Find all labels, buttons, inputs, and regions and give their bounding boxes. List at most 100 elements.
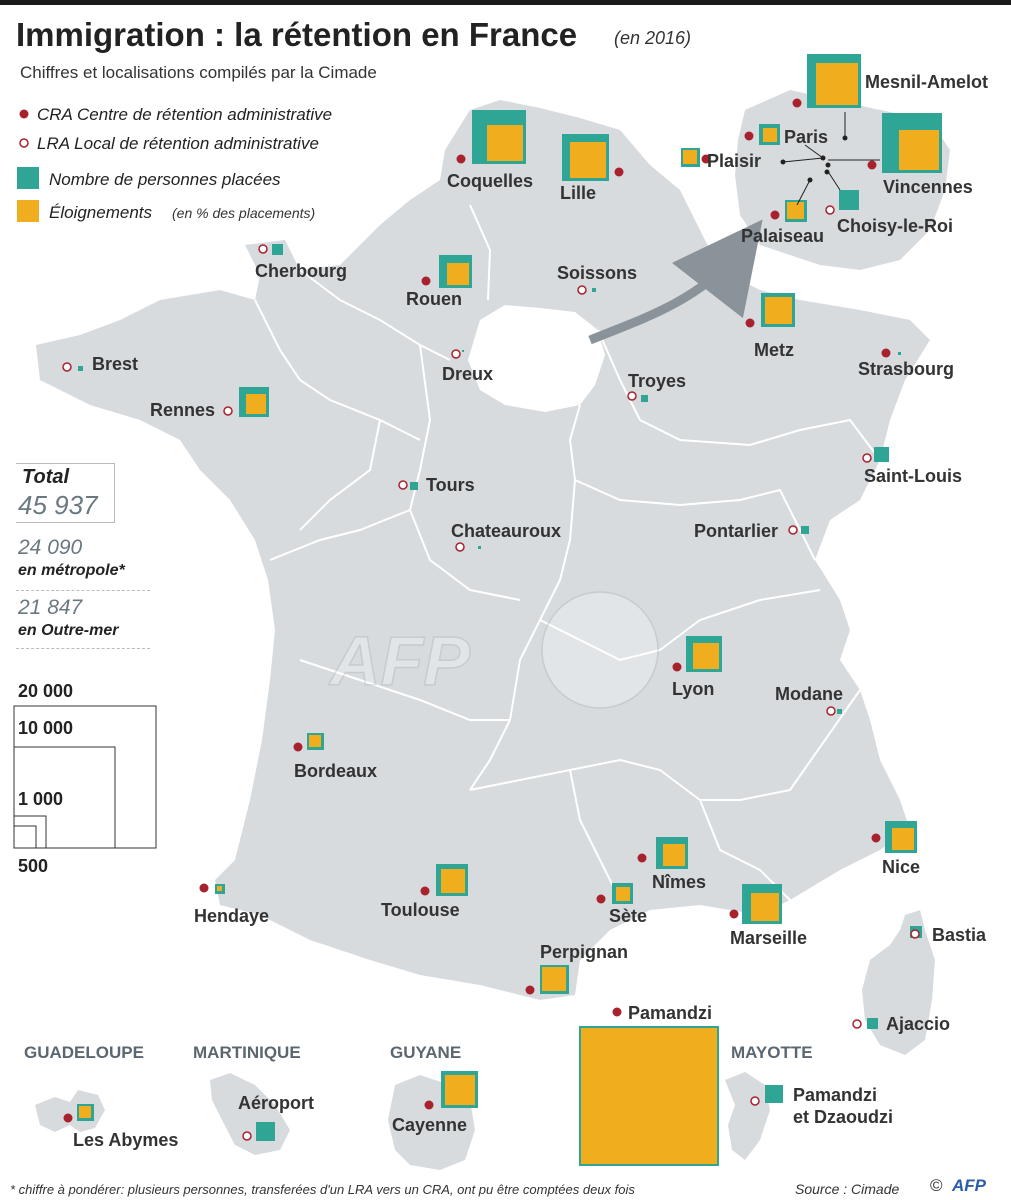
lra-dot-chateauroux <box>455 542 465 552</box>
city-label-chateauroux: Chateauroux <box>451 521 561 541</box>
city-label-pamandzi-et-dzaoudzi: Pamandzi et Dzaoudzi <box>793 1085 893 1127</box>
lra-dot-brest <box>62 362 72 372</box>
cra-dot-nice <box>871 833 881 843</box>
placees-square-choisy-le-roi <box>839 190 859 210</box>
legend-eloignements-swatch <box>17 200 39 222</box>
legend-lra-label: LRA Local de rétention administrative <box>37 134 319 153</box>
cra-dot-metz <box>745 318 755 328</box>
scale-label-10000: 10 000 <box>18 718 74 738</box>
city-label-bordeaux: Bordeaux <box>294 761 377 781</box>
cra-dot-mesnil-amelot <box>792 98 802 108</box>
placees-square-brest <box>78 366 83 371</box>
martinique-shape <box>210 1073 290 1155</box>
lra-dot-tours <box>398 480 408 490</box>
total-box <box>16 463 115 523</box>
placees-square-tours <box>410 482 418 490</box>
placees-square-chateauroux <box>478 546 481 549</box>
france-mainland <box>36 100 930 1000</box>
cra-dot-lille <box>614 167 624 177</box>
lra-dot-pamandzi-et-dzaoudzi <box>750 1096 760 1106</box>
cra-dot-lyon <box>672 662 682 672</box>
outremer-label: en Outre-mer <box>18 622 119 639</box>
city-label-cayenne: Cayenne <box>392 1115 467 1135</box>
city-label-cherbourg: Cherbourg <box>255 261 347 281</box>
source: Source : Cimade <box>795 1181 900 1197</box>
eloignements-square-vincennes <box>899 130 939 170</box>
city-label-choisy-le-roi: Choisy-le-Roi <box>837 216 953 236</box>
afp-watermark: AFP <box>327 591 659 709</box>
lra-dot-dreux <box>451 349 461 359</box>
map-title: Immigration : la rétention en France <box>16 16 578 53</box>
cra-dot-strasbourg <box>881 348 891 358</box>
lra-dot-saint-louis <box>862 453 872 463</box>
city-label-mesnil-amelot: Mesnil-Amelot <box>865 72 988 92</box>
city-label-modane: Modane <box>775 684 843 704</box>
scale-label-20000: 20 000 <box>18 681 74 701</box>
cra-dot-toulouse <box>420 886 430 896</box>
eloignements-square-nimes <box>663 844 685 866</box>
label-martinique: MARTINIQUE <box>193 1043 301 1062</box>
eloignements-square-plaisir <box>683 150 697 164</box>
stat-separator <box>16 648 150 649</box>
label-guadeloupe: GUADELOUPE <box>24 1043 144 1062</box>
region-borders <box>254 204 881 901</box>
guadeloupe-shape <box>35 1090 105 1132</box>
legend-placees-label: Nombre de personnes placées <box>49 170 281 189</box>
city-label-brest: Brest <box>92 354 138 374</box>
label-mayotte: MAYOTTE <box>731 1043 813 1062</box>
lra-dot-choisy-le-roi <box>825 205 835 215</box>
legend: CRA Centre de rétention administrative L… <box>17 105 332 222</box>
cra-dot-rouen <box>421 276 431 286</box>
lra-dot-cherbourg <box>258 244 268 254</box>
cra-dot-pamandzi <box>612 1007 622 1017</box>
corsica <box>862 910 935 1055</box>
eloignements-square-sete <box>616 887 630 901</box>
label-guyane: GUYANE <box>390 1043 461 1062</box>
cra-dot-plaisir <box>701 154 711 164</box>
city-label-tours: Tours <box>426 475 475 495</box>
lra-dot-pontarlier <box>788 525 798 535</box>
cra-dot-vincennes <box>867 160 877 170</box>
eloignements-square-les-abymes <box>79 1106 91 1118</box>
city-label-dreux: Dreux <box>442 364 493 384</box>
city-label-saint-louis: Saint-Louis <box>864 466 962 486</box>
outremer-value: 21 847 <box>18 596 83 619</box>
paris-connectors <box>782 112 880 206</box>
legend-eloignements-note: (en % des placements) <box>172 205 315 221</box>
scale-label-1000: 1 000 <box>18 789 64 809</box>
placees-square-pamandzi-et-dzaoudzi <box>765 1085 783 1103</box>
placees-square-cherbourg <box>272 244 283 255</box>
ile-de-france-gap <box>468 305 605 412</box>
city-label-bastia: Bastia <box>932 925 987 945</box>
placees-square-aeroport <box>256 1122 275 1141</box>
legend-eloignements-label: Éloignements <box>49 203 153 222</box>
eloignements-square-metz <box>765 297 792 324</box>
total-value: 45 937 <box>18 490 98 520</box>
top-rule <box>0 0 1011 5</box>
city-label-ajaccio: Ajaccio <box>886 1014 950 1034</box>
scale-squares <box>13 705 157 849</box>
lra-dot-modane <box>826 706 836 716</box>
svg-text:AFP: AFP <box>328 622 470 700</box>
city-label-pamandzi: Pamandzi <box>628 1003 712 1023</box>
placees-square-pontarlier <box>801 526 809 534</box>
placees-square-modane <box>837 709 842 714</box>
eloignements-square-perpignan <box>542 967 566 991</box>
stat-separator <box>16 590 150 591</box>
legend-cra-dot <box>19 109 29 119</box>
cra-dot-cayenne <box>424 1100 434 1110</box>
city-label-metz: Metz <box>754 340 794 360</box>
placees-square-soissons <box>592 288 596 292</box>
footnote: * chiffre à pondérer: plusieurs personne… <box>10 1182 635 1197</box>
city-label-nice: Nice <box>882 857 920 877</box>
placees-square-ajaccio <box>867 1018 878 1029</box>
lra-dot-soissons <box>577 285 587 295</box>
city-label-coquelles: Coquelles <box>447 171 533 191</box>
cra-dot-sete <box>596 894 606 904</box>
city-label-perpignan: Perpignan <box>540 942 628 962</box>
eloignements-square-mesnil-amelot <box>816 63 858 105</box>
city-label-lyon: Lyon <box>672 679 714 699</box>
cra-dot-bordeaux <box>293 742 303 752</box>
lra-dot-ajaccio <box>852 1019 862 1029</box>
